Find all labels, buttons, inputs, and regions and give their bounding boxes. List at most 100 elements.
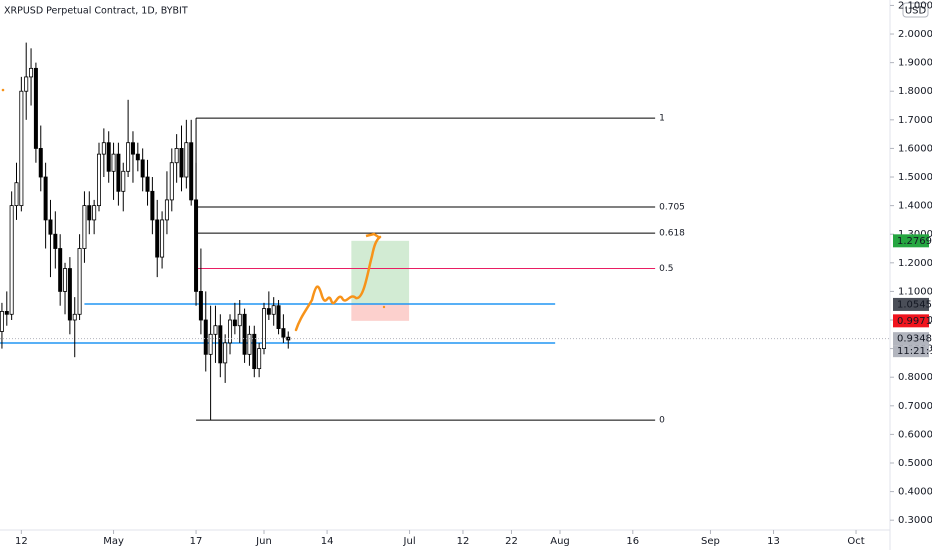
candle-body bbox=[208, 333, 213, 355]
candle-body bbox=[53, 233, 58, 249]
candle-body bbox=[43, 176, 48, 221]
loss-zone bbox=[351, 304, 410, 321]
x-tick-label: 17 bbox=[190, 536, 203, 547]
candle-body bbox=[87, 205, 92, 221]
fib-label: 1 bbox=[659, 114, 665, 124]
price-label: 1.0545 bbox=[897, 299, 932, 310]
y-tick-label: 0.8000 bbox=[898, 372, 932, 383]
y-tick-label: 1.5000 bbox=[898, 172, 932, 183]
y-tick-label: 2.0000 bbox=[898, 29, 932, 40]
candle-body bbox=[184, 142, 189, 178]
x-tick-label: Oct bbox=[847, 536, 864, 547]
candle-body bbox=[126, 142, 131, 172]
candle-body bbox=[145, 176, 150, 192]
candle-body bbox=[135, 153, 140, 161]
candle-body bbox=[174, 148, 179, 164]
candle-body bbox=[164, 199, 169, 221]
candle-body bbox=[92, 205, 97, 221]
candle-body bbox=[232, 319, 237, 327]
candle-body bbox=[276, 305, 281, 329]
x-tick-label: Sep bbox=[701, 536, 720, 547]
candle-body bbox=[72, 313, 77, 321]
x-tick-label: Jun bbox=[255, 536, 272, 547]
candle-body bbox=[247, 333, 252, 355]
y-tick-label: 1.8000 bbox=[898, 86, 932, 97]
fib-label: 0.5 bbox=[659, 264, 673, 274]
candle-body bbox=[14, 182, 19, 207]
y-tick-label: 1.6000 bbox=[898, 143, 932, 154]
y-tick-label: 0.4000 bbox=[898, 487, 932, 498]
candle-body bbox=[189, 142, 194, 201]
y-tick-label: 0.6000 bbox=[898, 429, 932, 440]
x-tick-label: Aug bbox=[550, 536, 570, 547]
fib-label: 0.705 bbox=[659, 203, 685, 213]
currency-button[interactable] bbox=[902, 2, 929, 18]
y-tick-label: 2.1000 bbox=[898, 0, 932, 11]
candle-body bbox=[160, 219, 165, 258]
candle-body bbox=[237, 313, 242, 327]
y-tick-label: 0.7000 bbox=[898, 401, 932, 412]
candle-body bbox=[218, 325, 223, 364]
candle-body bbox=[111, 153, 116, 172]
candle-body bbox=[257, 348, 262, 370]
countdown-box bbox=[893, 345, 929, 358]
candle-body bbox=[179, 148, 184, 178]
candle-body bbox=[101, 142, 106, 155]
fib-label: 0 bbox=[659, 416, 665, 426]
price-label: 0.9971 bbox=[897, 316, 932, 327]
y-tick-label: 1.2000 bbox=[898, 258, 932, 269]
candle-body bbox=[63, 268, 68, 292]
x-tick-label: 22 bbox=[505, 536, 518, 547]
x-tick-label: 14 bbox=[321, 536, 334, 547]
candle-body bbox=[213, 325, 218, 335]
candle-body bbox=[155, 219, 160, 258]
candle-body bbox=[228, 319, 233, 344]
candle-body bbox=[169, 162, 174, 201]
candle-body bbox=[24, 76, 29, 92]
candle-body bbox=[38, 148, 43, 178]
candle-body bbox=[9, 205, 14, 315]
x-tick-label: 12 bbox=[15, 536, 28, 547]
y-tick-label: 1.7000 bbox=[898, 115, 932, 126]
candle-body bbox=[96, 153, 101, 207]
y-tick-label: 1.9000 bbox=[898, 58, 932, 69]
x-tick-label: Jul bbox=[403, 536, 416, 547]
candle-body bbox=[67, 268, 72, 321]
price-label-box bbox=[893, 332, 929, 346]
drawn-dot bbox=[382, 305, 386, 309]
y-tick-label: 0.5000 bbox=[898, 458, 932, 469]
candle-body bbox=[82, 205, 87, 249]
candle-body bbox=[261, 308, 266, 350]
plot: 1 0.705 0.618 0.5 0 bbox=[0, 42, 890, 426]
x-tick-label: 13 bbox=[767, 536, 780, 547]
candle-body bbox=[203, 319, 208, 355]
candle-body bbox=[29, 67, 34, 78]
x-tick-label: 16 bbox=[626, 536, 639, 547]
drawn-arrowhead bbox=[365, 232, 381, 240]
candle-body bbox=[48, 219, 53, 235]
candle-body bbox=[77, 248, 82, 315]
candle-body bbox=[106, 142, 111, 172]
candle-body bbox=[150, 190, 155, 221]
price-label: 0.9348 bbox=[897, 334, 932, 345]
price-label-box bbox=[893, 234, 929, 248]
y-tick-label: 1.4000 bbox=[898, 201, 932, 212]
candle-body bbox=[33, 67, 38, 149]
candle-body bbox=[252, 333, 257, 370]
price-label: 1.2769 bbox=[897, 236, 932, 247]
candle-body bbox=[266, 308, 271, 315]
candle-body bbox=[121, 170, 126, 192]
candle-body bbox=[116, 153, 121, 192]
candle-body bbox=[0, 311, 4, 332]
candle-body bbox=[4, 311, 9, 315]
price-label-box bbox=[893, 297, 929, 311]
countdown: 11:21:13 bbox=[897, 346, 932, 357]
currency-label[interactable]: USD bbox=[905, 6, 927, 17]
drawn-dot bbox=[1, 88, 5, 92]
candle-body bbox=[242, 313, 247, 355]
candle-body bbox=[271, 305, 276, 315]
candle-body bbox=[140, 159, 145, 178]
x-tick-label: 12 bbox=[457, 536, 470, 547]
